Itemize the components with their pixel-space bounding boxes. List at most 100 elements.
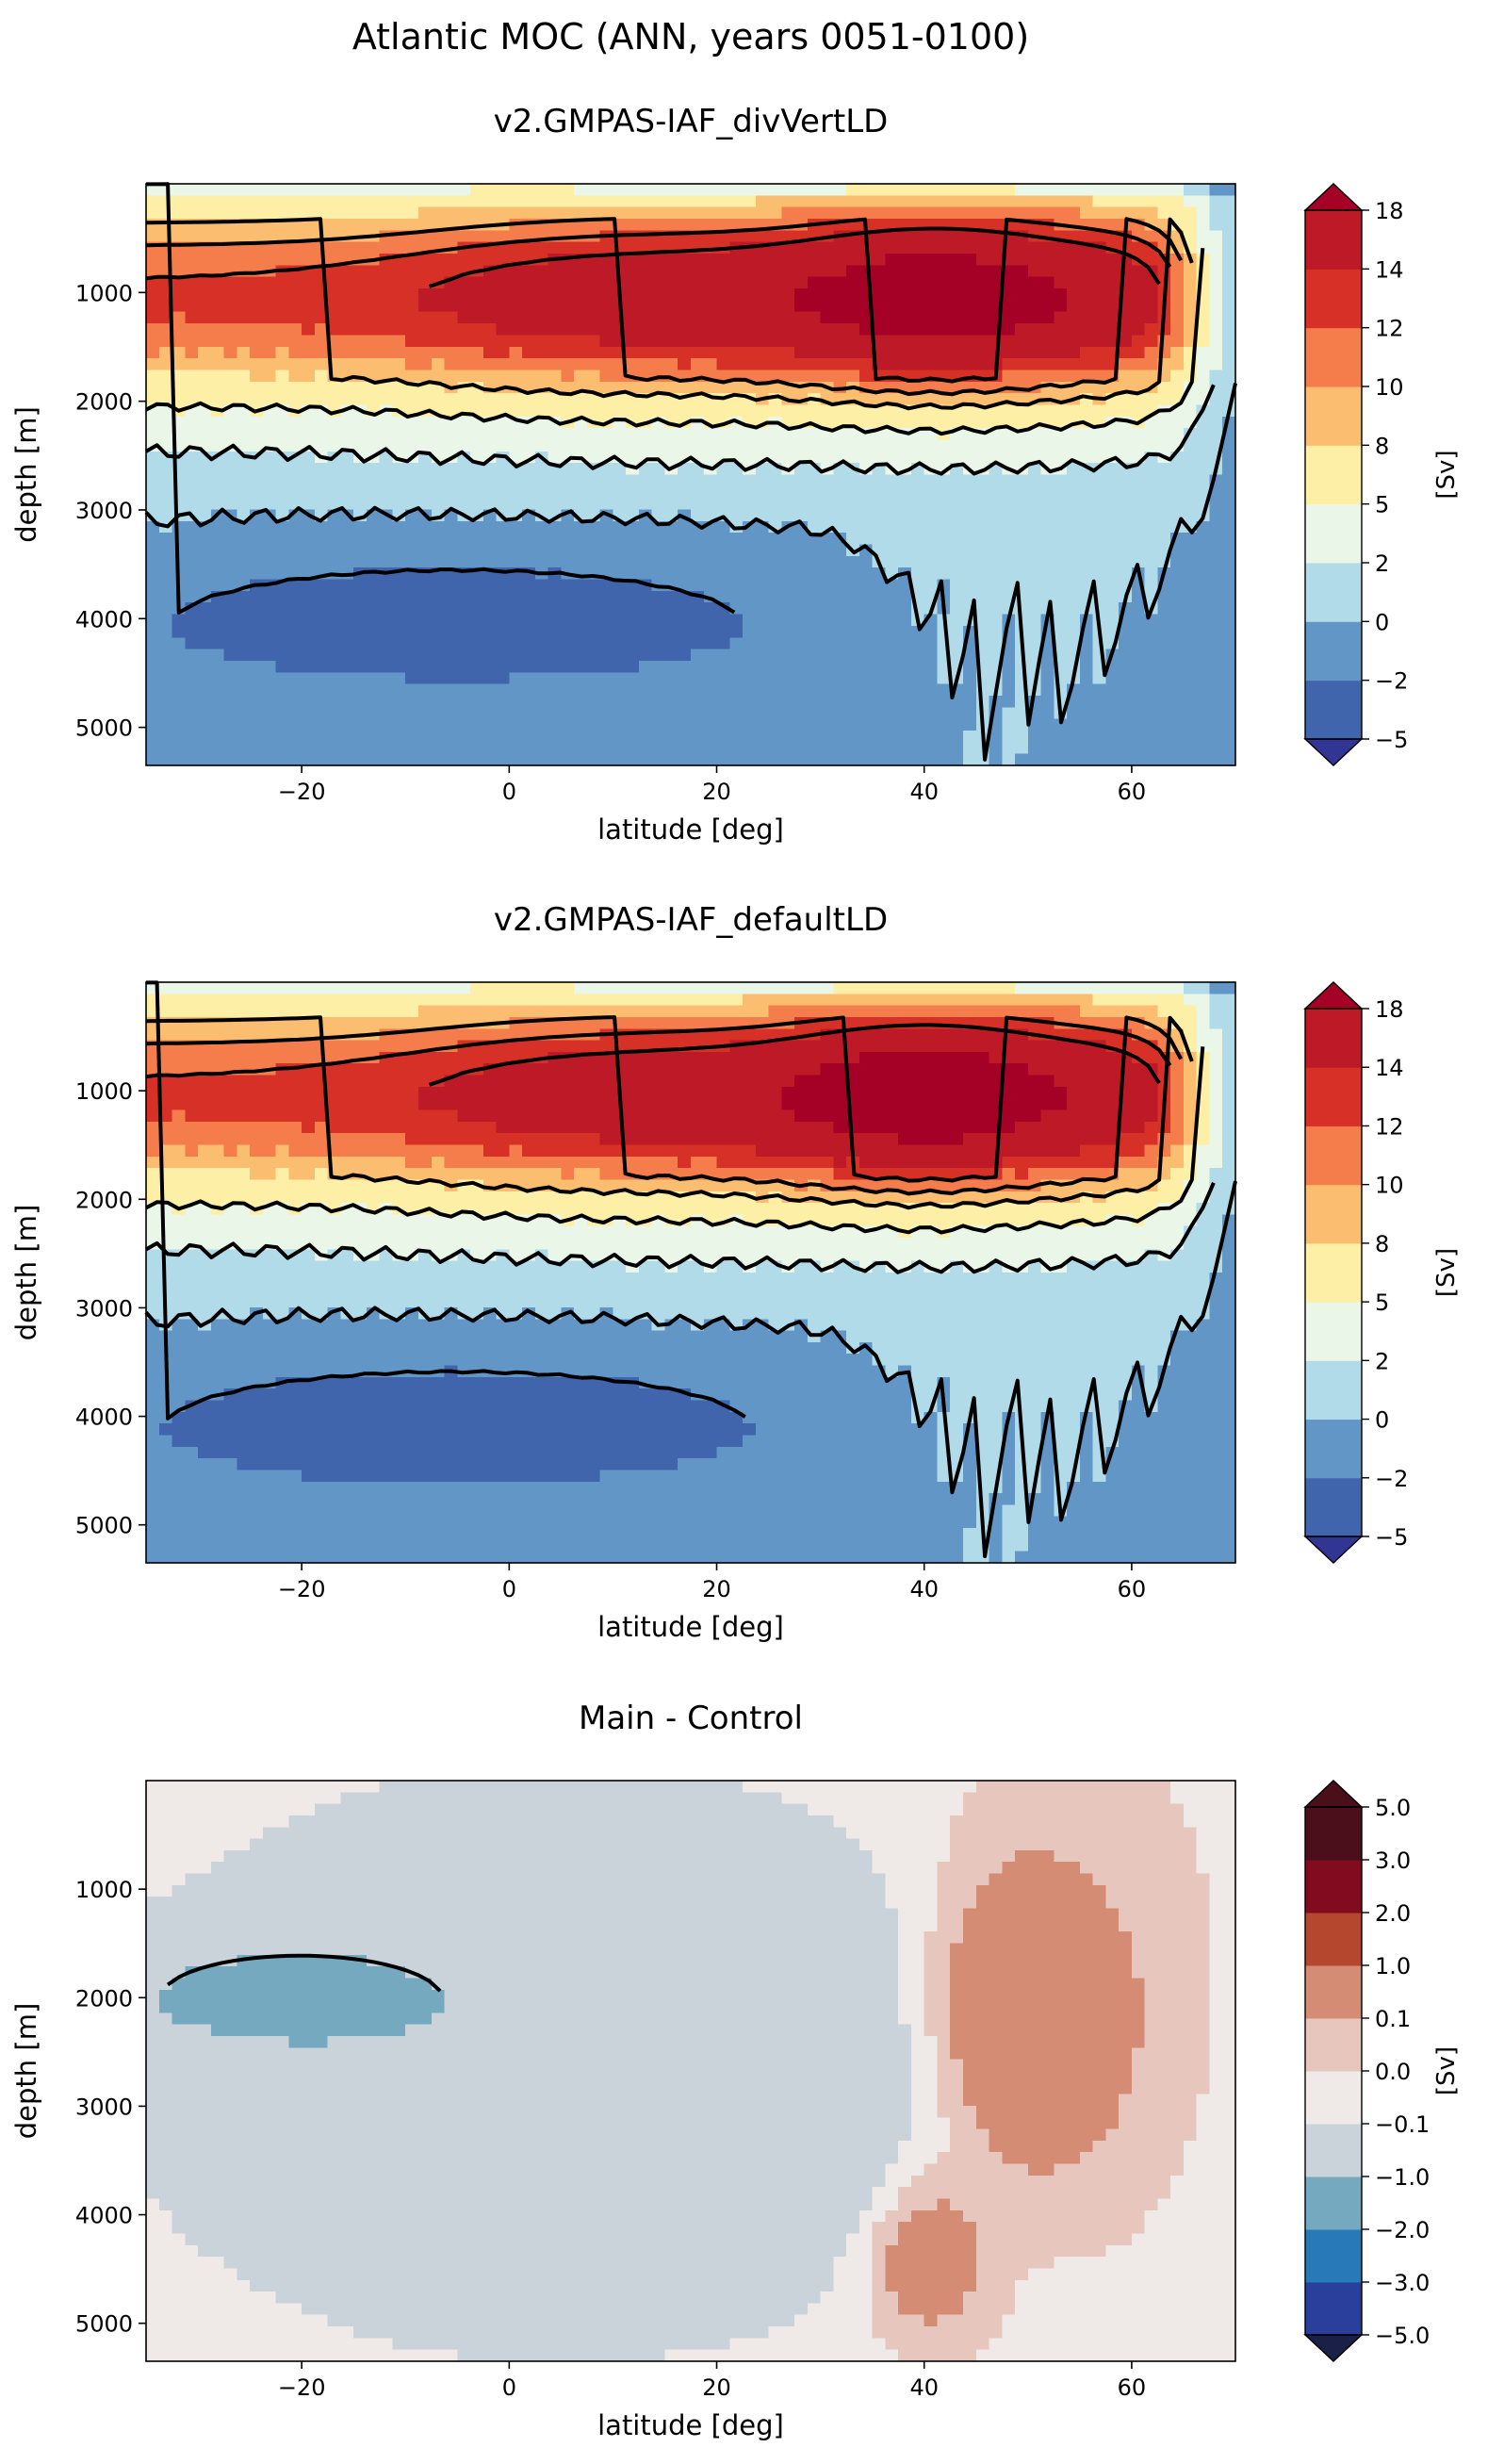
colorbar-band [1305, 1807, 1362, 1861]
colorbar-band [1305, 1067, 1362, 1126]
colorbar-tick-label: 12 [1375, 1113, 1404, 1140]
colorbar-tick-label: 1.0 [1375, 1953, 1411, 1979]
colorbar-band [1305, 563, 1362, 622]
colorbar-band [1305, 503, 1362, 564]
x-tick-label: 0 [502, 1576, 516, 1602]
x-axis-label: latitude [deg] [597, 1611, 784, 1643]
colorbar-tick-label: −5 [1375, 1524, 1408, 1551]
colorbar-extend-min [1303, 1536, 1364, 1564]
x-axis-label: latitude [deg] [597, 2409, 784, 2441]
axes-frame [145, 981, 1236, 1564]
x-tick-label: 20 [702, 779, 731, 805]
colorbar-band [1305, 1913, 1362, 1966]
contour-line [146, 182, 736, 615]
contour-line [145, 1015, 1183, 1196]
x-tick-label: 0 [502, 779, 516, 805]
panel-3: Main - Control −20 0 20 40 60 latitude [deg] 10… [10, 1700, 1461, 2441]
contour-line [145, 217, 1194, 411]
x-tick-label: −20 [278, 1576, 326, 1602]
colorbar-tick-label: 18 [1375, 996, 1404, 1023]
figure-title: Atlantic MOC (ANN, years 0051-0100) [352, 16, 1029, 57]
contour-line [145, 384, 1216, 476]
colorbar-band [1305, 621, 1362, 682]
x-tick-label: −20 [278, 779, 326, 805]
y-tick-label: 1000 [75, 280, 133, 306]
colorbar-band [1305, 1965, 1362, 2019]
colorbar-band [1305, 327, 1362, 387]
y-tick-label: 5000 [75, 715, 133, 742]
colorbar: −5.0 −3.0 −2.0 −1.0 −0.1 0.0 0.1 1.0 2.0 3.0 5.0 [S… [1303, 1780, 1461, 2362]
colorbar-frame [1304, 1008, 1363, 1537]
colorbar-band [1305, 1860, 1362, 1914]
colorbar-tick-label: 18 [1375, 198, 1404, 224]
colorbar-extend-min [1303, 2334, 1364, 2362]
colorbar-tick-label: 8 [1375, 1231, 1389, 1257]
colorbar-band [1305, 386, 1362, 446]
colorbar-tick-label: 3.0 [1375, 1848, 1411, 1874]
colorbar: −5 −2 0 2 5 8 10 12 14 18 [Sv] [1303, 981, 1461, 1564]
colorbar-tick-label: −2.0 [1375, 2217, 1430, 2243]
colorbar-tick-label: 10 [1375, 374, 1404, 401]
contour-line [145, 1015, 1194, 1210]
colorbar-tick-label: −1.0 [1375, 2164, 1430, 2191]
x-tick-label: 40 [909, 779, 939, 805]
colorbar-tick-label: −2 [1375, 1466, 1408, 1492]
contour-line [145, 248, 1205, 436]
y-tick-label: 4000 [75, 2203, 133, 2229]
colorbar-band [1305, 680, 1362, 740]
contour-line [144, 383, 1237, 762]
colorbar-tick-label: −5.0 [1375, 2323, 1430, 2349]
panel-title: v2.GMPAS-IAF_divVertLD [494, 103, 889, 140]
colorbar-tick-label: 14 [1375, 256, 1404, 283]
colorbar-tick-label: −0.1 [1375, 2111, 1430, 2138]
colorbar-tick-label: −3.0 [1375, 2270, 1430, 2296]
panel-2: v2.GMPAS-IAF_defaultLD−20 0 20 40 60latitude… [10, 901, 1461, 1643]
contour-line [428, 1023, 1161, 1087]
field-cells [146, 1781, 1236, 2362]
panel-title: v2.GMPAS-IAF_defaultLD [494, 901, 888, 939]
y-tick-label: 3000 [75, 2094, 133, 2120]
colorbar-band [1305, 1242, 1362, 1303]
panels: v2.GMPAS-IAF_divVertLD−20 0 20 40 60latitude… [10, 103, 1461, 2441]
colorbar-tick-label: 5 [1375, 1289, 1389, 1316]
x-tick-label: 60 [1118, 1576, 1147, 1602]
colorbar-band [1305, 1477, 1362, 1537]
panel-title: Main - Control [579, 1700, 803, 1737]
x-tick-label: −20 [278, 2374, 326, 2401]
colorbar-extend-max [1303, 981, 1364, 1010]
colorbar-band [1305, 2229, 1362, 2283]
contour-line [145, 217, 1183, 397]
contour-line [144, 1180, 1237, 1558]
colorbar-tick-label: −5 [1375, 727, 1408, 753]
colorbar-tick-label: 2.0 [1375, 1900, 1411, 1927]
colorbar-band [1305, 2124, 1362, 2177]
contour-line [428, 226, 1161, 288]
colorbar-band [1305, 1009, 1362, 1068]
colorbar-band [1305, 1360, 1362, 1421]
colorbar-band [1305, 445, 1362, 505]
colorbar-band [1305, 210, 1362, 270]
colorbar-tick-label: 10 [1375, 1173, 1404, 1199]
colorbar-label: [Sv] [1432, 450, 1461, 499]
y-tick-label: 1000 [75, 1877, 133, 1903]
y-axis-label: depth [m] [10, 1205, 42, 1341]
x-axis-label: latitude [deg] [597, 813, 784, 846]
y-tick-label: 2000 [75, 1187, 133, 1213]
colorbar-label: [Sv] [1432, 1248, 1461, 1297]
y-axis-label: depth [m] [10, 2003, 42, 2140]
colorbar-extend-max [1303, 183, 1364, 211]
colorbar-tick-label: 0.1 [1375, 2006, 1411, 2032]
y-tick-label: 2000 [75, 389, 133, 416]
panel-1: v2.GMPAS-IAF_divVertLD−20 0 20 40 60latitude… [10, 103, 1461, 846]
contour-line [145, 1015, 1172, 1183]
x-tick-label: 60 [1118, 2374, 1147, 2401]
axes-frame [145, 183, 1236, 766]
colorbar-band [1305, 1419, 1362, 1479]
contour-line [145, 1182, 1216, 1274]
colorbar-tick-label: 8 [1375, 433, 1389, 459]
contour-line [166, 1953, 442, 1993]
y-tick-label: 5000 [75, 1513, 133, 1539]
colorbar-tick-label: 2 [1375, 1348, 1389, 1374]
colorbar-tick-label: 0 [1375, 609, 1389, 635]
